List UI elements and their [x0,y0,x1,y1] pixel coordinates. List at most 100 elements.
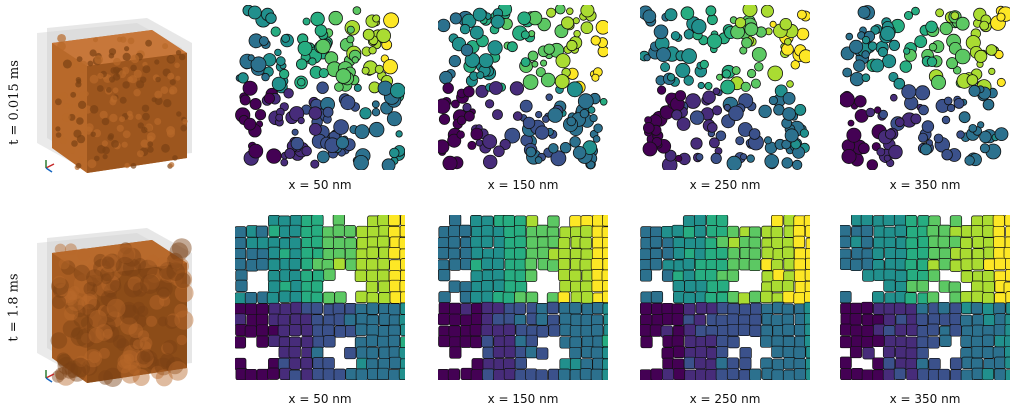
grain-cell [399,302,405,315]
particle-cross-section [271,76,287,92]
particle-cross-section [308,106,323,120]
grain-cell [872,291,885,304]
grain-cell [803,215,810,228]
grain-cell [235,313,246,326]
grain-cell [482,368,495,380]
grain-cell [760,335,773,348]
grain-cell [388,324,401,337]
surface-lump [95,265,113,284]
grain-cell [378,280,391,293]
grain-cell [1005,225,1010,239]
particle-cross-section [779,18,793,31]
grain-cell [449,258,462,271]
surface-lump [69,285,80,297]
particle-cross-section [845,32,854,41]
particle-cross-section [979,20,990,31]
grain-cell [905,237,918,250]
grain-cell [949,235,962,249]
grain-cell [804,312,810,326]
grain-cell [982,334,995,347]
grain-cell [389,259,402,272]
grain-cell [481,301,494,315]
particle-cross-section [675,62,691,78]
particle-cross-section [577,93,594,110]
grain-cell [377,258,390,271]
surface-particle [112,73,121,81]
cube-3d-icon [37,228,194,387]
grain-cell [601,346,608,359]
row-label-t-18: t = 1.8 ms [0,225,28,390]
surface-lump [88,327,105,344]
particle-cross-section [681,48,697,64]
grain-cell [481,257,494,270]
grain-cell [290,280,303,293]
particle-cross-section [368,46,377,55]
surface-lump [123,344,141,362]
grain-cell [514,269,527,282]
grain-cell [782,246,795,259]
grain-cell [559,312,572,326]
surface-particle [62,59,72,69]
surface-lump [143,274,160,290]
surface-particle [96,85,104,92]
surface-lump [54,243,67,255]
surface-particle [124,46,130,52]
particle-cross-section [554,74,570,89]
surface-lump [123,278,143,298]
surface-lump [164,315,179,330]
grain-cell [850,235,863,249]
grain-cell [982,270,995,283]
particle-cross-section [359,107,372,120]
particle-cross-section [758,104,772,119]
grain-cell [761,246,774,259]
grain-cell [994,356,1007,369]
particle-cross-section [559,141,572,154]
particle-cross-section [368,121,385,138]
surface-particle [90,131,96,137]
particle-cross-section [534,156,543,164]
grain-cell [343,225,357,238]
surface-particle [121,141,128,148]
particle-cross-section [390,82,405,99]
grain-cell [399,280,405,293]
grain-cell [547,259,560,272]
grain-cell [715,259,729,272]
grain-cell [927,336,940,349]
grain-cell [782,290,795,304]
grain-cell [332,224,345,237]
surface-lump [73,264,90,282]
grain-cell [400,258,405,271]
particle-cross-section [883,154,891,162]
grain-cell [893,302,907,315]
grain-cell [661,225,674,239]
particle-cross-section [888,39,901,52]
grain-cell [770,279,784,293]
surface-particle [179,53,186,61]
surface-lump [70,327,90,347]
surface-lump [136,350,151,365]
grain-cell [492,346,506,359]
grain-cell [492,291,505,304]
surface-particle [63,103,70,110]
surface-particle [116,36,123,43]
surface-lump [166,252,184,270]
surface-particle [119,116,125,123]
surface-particle [108,52,115,59]
grain-cell [672,247,686,260]
particle-cross-section [580,21,594,35]
particle-cross-section [979,130,992,144]
surface-lump [103,367,123,387]
grain-cell [872,369,885,380]
grain-cell [289,369,302,380]
grain-cell [493,335,506,348]
surface-particle [55,126,61,132]
particle-cross-section [254,109,267,121]
surface-particle [79,65,87,73]
particle-cross-section [561,16,575,30]
grain-cell [602,258,608,271]
xyz-axes-icon [45,160,55,173]
grain-cell [255,225,269,238]
particle-cross-section [346,25,355,34]
grain-cell [728,237,741,250]
row-label-t-0015: t = 0.015 ms [0,20,28,185]
